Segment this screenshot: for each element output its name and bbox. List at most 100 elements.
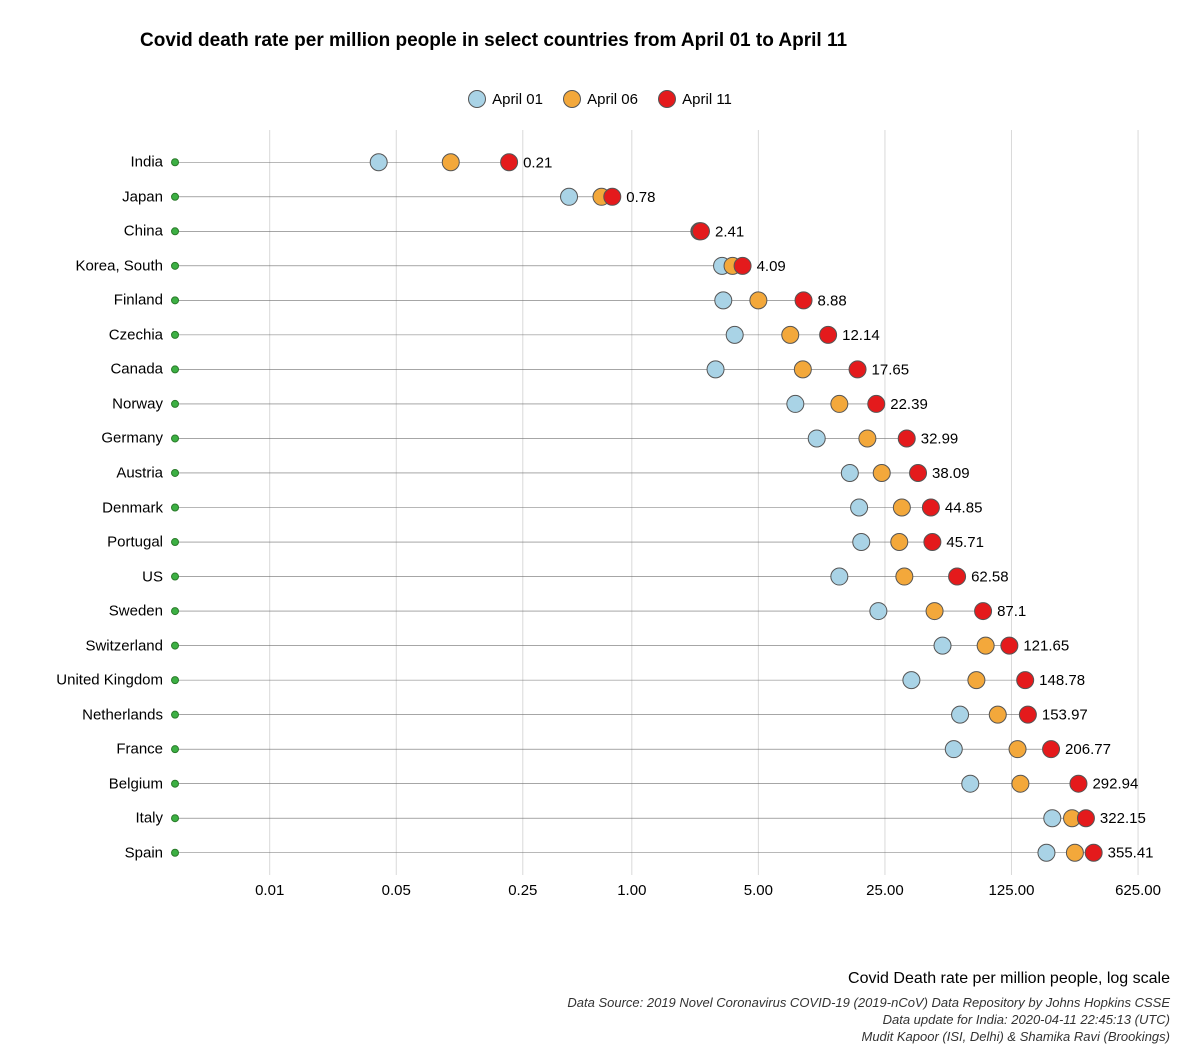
country-label: United Kingdom (56, 672, 163, 689)
origin-marker (172, 677, 179, 684)
legend: April 01 April 06 April 11 (0, 90, 1200, 112)
marker-april11 (868, 395, 885, 412)
marker-april01 (1038, 844, 1055, 861)
country-label: Switzerland (85, 637, 163, 654)
value-label: 17.65 (872, 361, 910, 378)
marker-april01 (808, 430, 825, 447)
marker-april06 (1012, 775, 1029, 792)
marker-april01 (870, 603, 887, 620)
credit-line-2: Data update for India: 2020-04-11 22:45:… (883, 1012, 1170, 1027)
x-tick-label: 25.00 (866, 882, 904, 899)
marker-april01 (962, 775, 979, 792)
value-label: 355.41 (1108, 845, 1154, 862)
marker-april01 (715, 292, 732, 309)
value-label: 148.78 (1039, 672, 1085, 689)
x-tick-label: 625.00 (1115, 882, 1161, 899)
marker-april11 (734, 257, 751, 274)
legend-item-april06: April 06 (563, 90, 638, 108)
origin-marker (172, 366, 179, 373)
marker-april06 (794, 361, 811, 378)
marker-april06 (968, 672, 985, 689)
value-label: 153.97 (1042, 707, 1088, 724)
origin-marker (172, 746, 179, 753)
value-label: 62.58 (971, 569, 1009, 586)
chart-page: Covid death rate per million people in s… (0, 0, 1200, 1057)
country-label: Belgium (109, 775, 163, 792)
country-label: US (142, 568, 163, 585)
marker-april06 (1066, 844, 1083, 861)
origin-marker (172, 331, 179, 338)
x-tick-label: 0.01 (255, 882, 284, 899)
legend-dot-april01 (468, 90, 486, 108)
marker-april06 (782, 326, 799, 343)
value-label: 87.1 (997, 603, 1026, 620)
marker-april11 (1043, 741, 1060, 758)
country-label: Czechia (109, 326, 163, 343)
country-label: Austria (116, 464, 163, 481)
value-label: 322.15 (1100, 810, 1146, 827)
marker-april06 (873, 464, 890, 481)
marker-april11 (1001, 637, 1018, 654)
x-tick-label: 1.00 (617, 882, 646, 899)
marker-april01 (726, 326, 743, 343)
credit-line-3: Mudit Kapoor (ISI, Delhi) & Shamika Ravi… (861, 1029, 1170, 1044)
value-label: 8.88 (818, 292, 847, 309)
country-label: Finland (114, 292, 163, 309)
country-label: France (116, 741, 163, 758)
x-axis-title: Covid Death rate per million people, log… (848, 970, 1170, 988)
marker-april01 (903, 672, 920, 689)
value-label: 38.09 (932, 465, 970, 482)
marker-april11 (1017, 672, 1034, 689)
value-label: 44.85 (945, 500, 983, 517)
plot-svg: 0.210.782.414.098.8812.1417.6522.3932.99… (175, 130, 1175, 920)
country-label: Korea, South (75, 257, 163, 274)
x-tick-label: 5.00 (744, 882, 773, 899)
x-tick-label: 0.25 (508, 882, 537, 899)
legend-item-april11: April 11 (658, 90, 732, 108)
value-label: 206.77 (1065, 741, 1111, 758)
country-label: Norway (112, 395, 163, 412)
marker-april11 (922, 499, 939, 516)
marker-april06 (831, 395, 848, 412)
legend-label-april11: April 11 (682, 91, 732, 108)
credit-line-1: Data Source: 2019 Novel Coronavirus COVI… (567, 995, 1170, 1010)
x-tick-label: 125.00 (989, 882, 1035, 899)
origin-marker (172, 539, 179, 546)
origin-marker (172, 159, 179, 166)
marker-april11 (501, 154, 518, 171)
origin-marker (172, 573, 179, 580)
origin-marker (172, 608, 179, 615)
origin-marker (172, 711, 179, 718)
value-label: 121.65 (1023, 638, 1069, 655)
origin-marker (172, 504, 179, 511)
marker-april06 (891, 534, 908, 551)
marker-april01 (831, 568, 848, 585)
legend-dot-april06 (563, 90, 581, 108)
marker-april01 (370, 154, 387, 171)
marker-april06 (442, 154, 459, 171)
marker-april01 (787, 395, 804, 412)
country-label: Portugal (107, 534, 163, 551)
origin-marker (172, 297, 179, 304)
country-label: Japan (122, 188, 163, 205)
marker-april06 (896, 568, 913, 585)
marker-april11 (975, 603, 992, 620)
marker-april11 (1070, 775, 1087, 792)
country-label: Germany (101, 430, 163, 447)
marker-april11 (1085, 844, 1102, 861)
marker-april01 (952, 706, 969, 723)
country-label: Denmark (102, 499, 163, 516)
value-label: 4.09 (757, 258, 786, 275)
marker-april01 (841, 464, 858, 481)
marker-april11 (604, 188, 621, 205)
marker-april11 (692, 223, 709, 240)
value-label: 292.94 (1092, 776, 1138, 793)
plot-area: 0.210.782.414.098.8812.1417.6522.3932.99… (175, 130, 1175, 920)
marker-april06 (926, 603, 943, 620)
value-label: 2.41 (715, 223, 744, 240)
chart-title: Covid death rate per million people in s… (140, 30, 847, 52)
origin-marker (172, 193, 179, 200)
marker-april06 (989, 706, 1006, 723)
country-label: Spain (125, 844, 163, 861)
origin-marker (172, 642, 179, 649)
